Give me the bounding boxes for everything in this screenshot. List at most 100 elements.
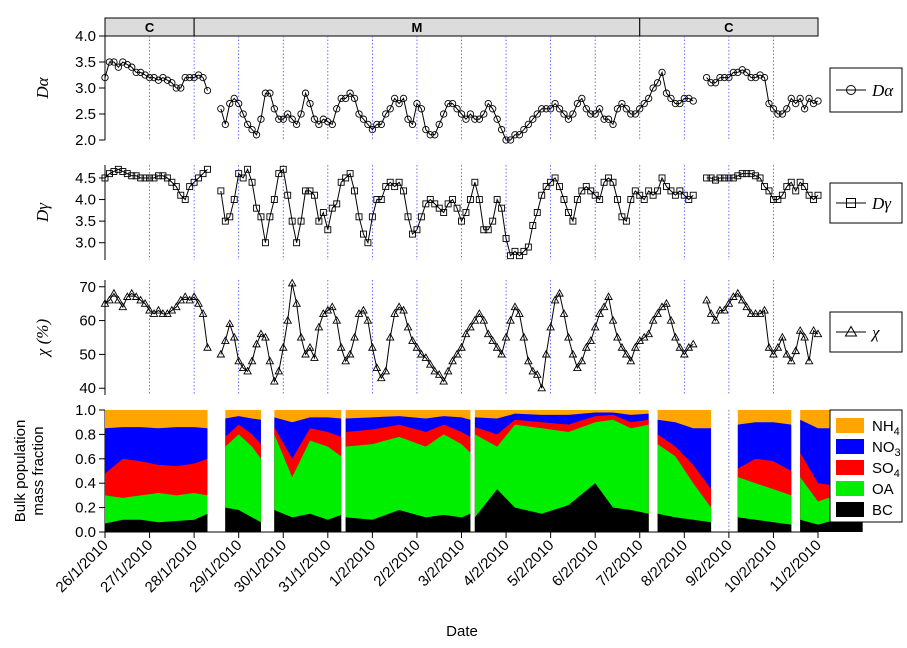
data-point: [667, 94, 675, 103]
data-point: [489, 105, 497, 113]
series-line: [104, 61, 208, 91]
data-point: [501, 332, 511, 341]
data-point: [145, 73, 154, 82]
data-point: [234, 356, 244, 365]
data-point: [319, 209, 327, 216]
data-point: [377, 196, 385, 203]
data-point: [715, 305, 725, 314]
data-point: [537, 383, 547, 392]
data-point: [239, 174, 247, 182]
data-point: [506, 136, 515, 144]
data-point: [591, 191, 599, 199]
data-point: [751, 309, 760, 317]
data-point: [560, 110, 568, 118]
x-tick-label: 8/2/2010: [638, 537, 691, 590]
data-point: [440, 110, 448, 118]
data-point: [658, 174, 666, 182]
data-point: [786, 356, 796, 365]
data-point: [230, 94, 238, 103]
data-point: [720, 305, 729, 314]
data-point: [431, 131, 439, 139]
data-point: [796, 178, 804, 186]
data-point: [337, 178, 345, 186]
data-point: [346, 89, 354, 97]
data-point: [483, 329, 493, 338]
data-point: [395, 99, 403, 108]
data-point: [814, 97, 822, 105]
data-point: [569, 110, 577, 118]
data-point: [203, 342, 212, 351]
data-point: [738, 170, 746, 178]
data-point: [181, 196, 189, 203]
data-point: [186, 73, 194, 82]
x-tick-label: 2/2/2010: [370, 537, 423, 590]
data-point: [546, 105, 555, 113]
data-point: [519, 332, 529, 341]
y-tick-label: 60: [79, 313, 96, 330]
panel-mass_fraction: 0.0 0.2 0.4 0.6 0.8 1.0 Bulk populationmass fr…: [12, 402, 863, 541]
data-point: [417, 105, 426, 113]
data-point: [725, 174, 733, 182]
data-point: [515, 131, 524, 139]
y-tick-label: 1.0: [75, 402, 96, 419]
legend-label: BC: [872, 502, 893, 519]
data-point: [671, 191, 679, 199]
data-point: [640, 99, 648, 108]
data-point: [493, 115, 501, 123]
data-point: [137, 174, 145, 182]
data-point: [725, 73, 733, 82]
data-point: [270, 105, 278, 113]
data-point: [663, 183, 670, 191]
legend-label: Dα: [871, 81, 894, 100]
y-tick-label: 70: [79, 279, 96, 296]
area-BC: [657, 513, 712, 532]
data-point: [186, 183, 194, 191]
data-point: [746, 309, 756, 317]
legend-swatch: [836, 439, 864, 454]
data-point: [666, 315, 676, 324]
data-point: [239, 110, 247, 118]
data-point: [507, 252, 514, 260]
x-tick-label: 3/2/2010: [415, 537, 468, 590]
data-point: [293, 239, 301, 247]
data-point: [511, 247, 519, 255]
data-point: [181, 73, 189, 82]
data-point: [676, 99, 684, 108]
data-point: [275, 115, 283, 123]
data-point: [572, 363, 582, 371]
area-BC: [225, 507, 261, 532]
data-point: [520, 247, 528, 255]
data-point: [769, 349, 778, 358]
data-point: [288, 217, 296, 225]
data-point: [266, 89, 274, 97]
data-point: [278, 342, 288, 351]
data-point: [310, 115, 319, 123]
data-point: [287, 278, 297, 287]
data-point: [764, 342, 774, 351]
data-point: [314, 322, 324, 331]
y-axis-title-line: Bulk population: [12, 420, 29, 523]
data-point: [204, 165, 211, 173]
data-point: [645, 94, 653, 103]
data-point: [618, 213, 626, 221]
data-point: [720, 73, 729, 82]
legend-label: Dγ: [871, 194, 892, 213]
legend-swatch: [836, 418, 864, 433]
data-point: [497, 349, 506, 358]
data-point: [462, 209, 470, 216]
data-point: [346, 170, 354, 178]
data-point: [341, 94, 350, 103]
data-point: [404, 213, 412, 221]
data-point: [253, 204, 260, 212]
data-point: [372, 363, 382, 371]
data-point: [524, 120, 532, 129]
data-point: [324, 226, 332, 234]
data-point: [431, 200, 439, 208]
data-point: [243, 366, 252, 375]
data-point: [711, 315, 720, 324]
x-axis: 26/1/201027/1/201028/1/201029/1/201030/1…: [53, 532, 825, 596]
area-OA: [225, 434, 261, 532]
data-point: [707, 174, 715, 182]
